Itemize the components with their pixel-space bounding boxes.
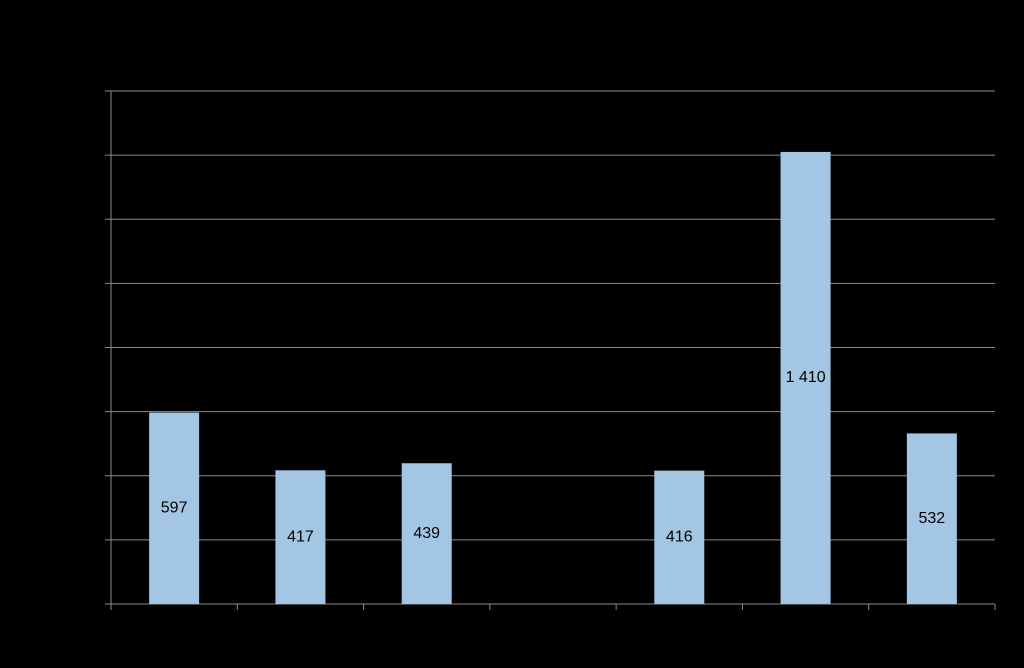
bar bbox=[401, 463, 452, 604]
bar bbox=[780, 151, 831, 604]
value-label: 1 410 bbox=[786, 369, 826, 386]
value-label: 439 bbox=[413, 525, 440, 542]
value-label: 416 bbox=[666, 529, 693, 546]
value-label: 532 bbox=[919, 510, 946, 527]
value-label: 417 bbox=[287, 528, 314, 545]
bar bbox=[654, 470, 705, 604]
bar bbox=[149, 412, 200, 604]
value-label: 597 bbox=[161, 500, 188, 517]
bar bbox=[275, 470, 326, 604]
bar bbox=[906, 433, 957, 604]
